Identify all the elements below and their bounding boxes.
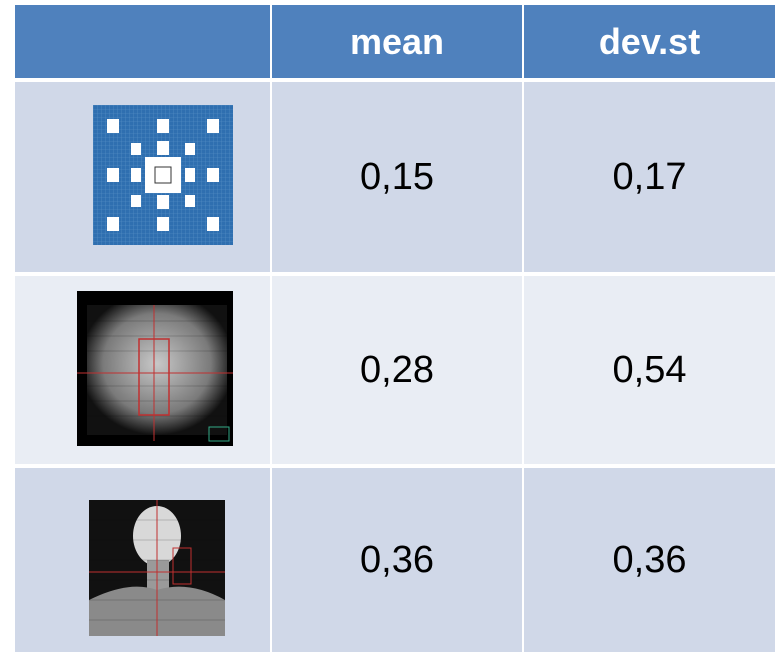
value-cell: 0,54 <box>524 276 775 464</box>
value-cell: 0,15 <box>272 82 522 272</box>
value-cell: 0,17 <box>524 82 775 272</box>
header-cell <box>15 5 270 78</box>
grid-image <box>93 105 233 245</box>
pelvis-xray-image <box>77 291 233 446</box>
header-cell: mean <box>272 5 522 78</box>
head-xray-image <box>89 500 225 636</box>
value-cell: 0,36 <box>272 468 522 652</box>
header-cell: dev.st <box>524 5 775 78</box>
value-cell: 0,36 <box>524 468 775 652</box>
value-cell: 0,28 <box>272 276 522 464</box>
